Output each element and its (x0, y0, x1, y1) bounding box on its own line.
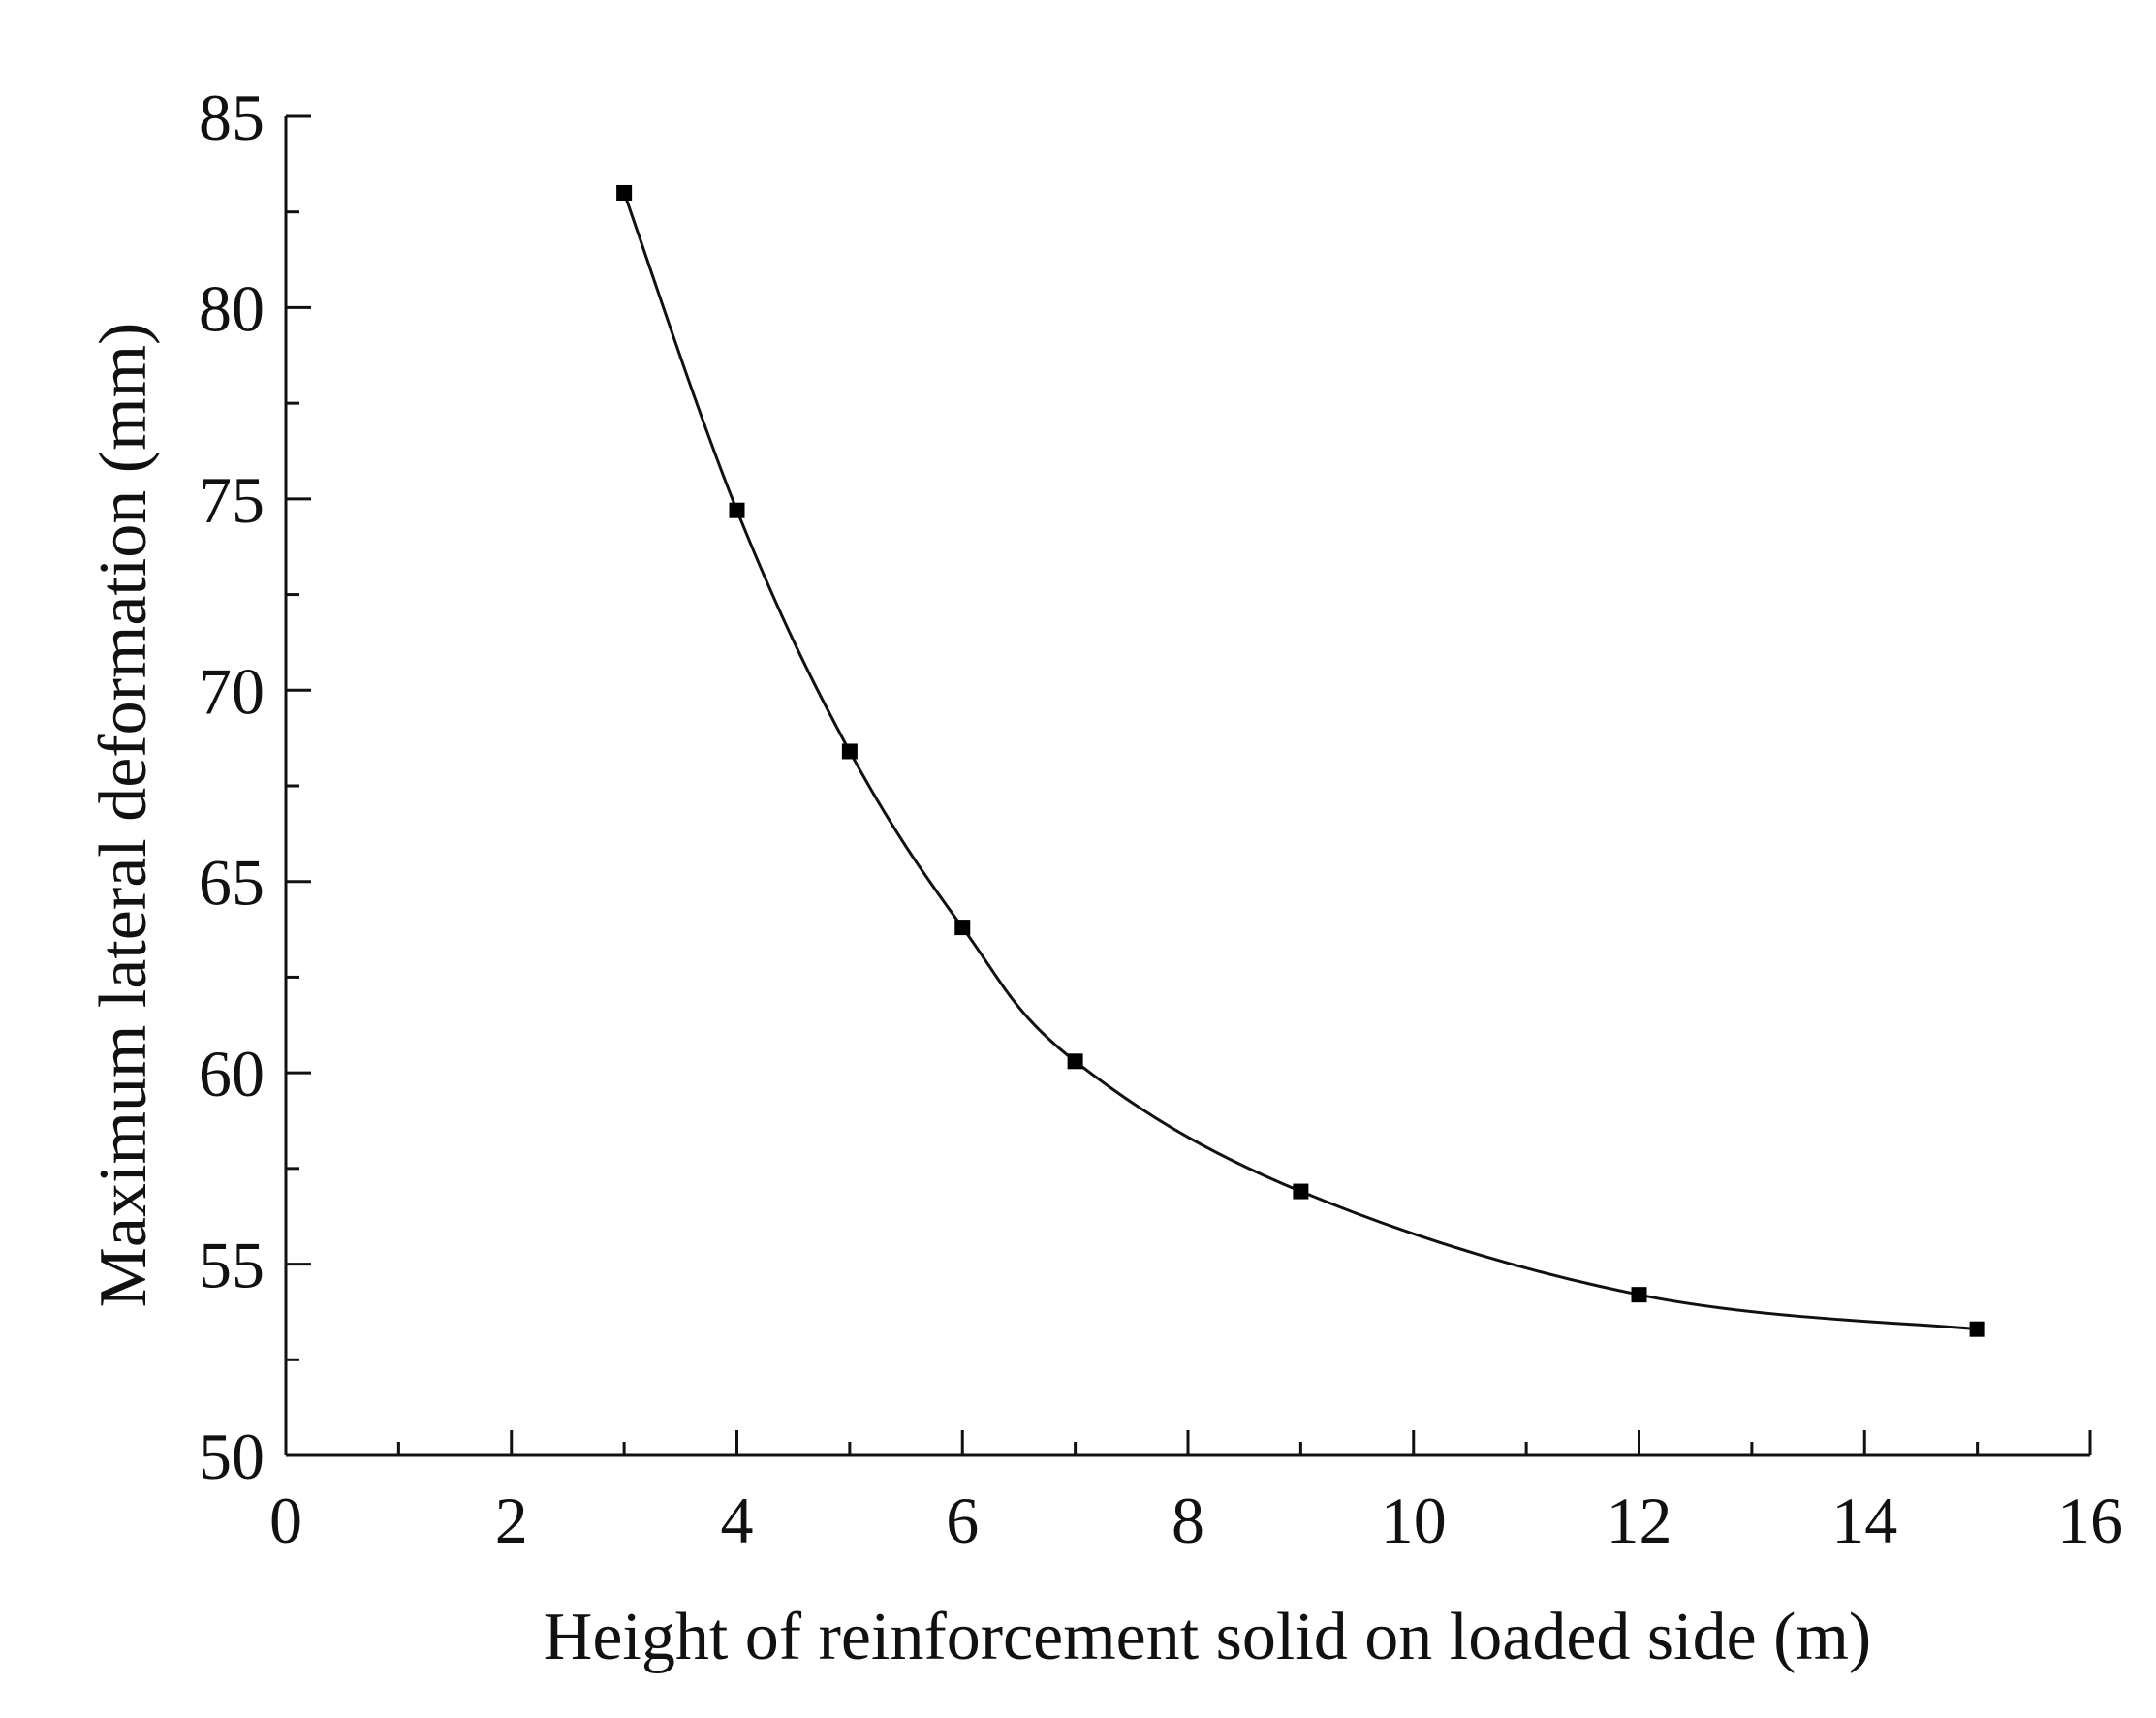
data-point-marker (1631, 1287, 1647, 1303)
axis-ticks (284, 114, 2092, 1457)
data-point-marker (729, 502, 745, 518)
x-tick-label: 8 (1172, 1484, 1204, 1557)
y-tick-label: 85 (199, 80, 265, 154)
x-tick-label: 12 (1607, 1484, 1672, 1557)
data-point-marker (1067, 1053, 1083, 1070)
y-tick-label: 80 (199, 271, 265, 345)
axis-titles: Height of reinforcement solid on loaded … (86, 323, 1871, 1674)
data-point-marker (616, 184, 633, 201)
x-tick-label: 4 (721, 1484, 754, 1557)
y-tick-label: 60 (199, 1037, 265, 1110)
x-tick-label: 0 (269, 1484, 302, 1557)
y-tick-label: 75 (199, 463, 265, 537)
x-tick-label: 14 (1831, 1484, 1897, 1557)
axes (284, 116, 2090, 1457)
x-tick-label: 10 (1381, 1484, 1447, 1557)
y-tick-label: 70 (199, 654, 265, 728)
y-axis-title: Maximum lateral deformation (mm) (86, 323, 161, 1308)
data-point-marker (954, 920, 971, 936)
tick-labels: 0 2 4 6 8 10 12 14 16 50 55 60 65 70 75 80 85 (199, 80, 2123, 1557)
y-tick-label: 50 (199, 1420, 265, 1493)
series-line (622, 192, 1978, 1331)
data-point-marker (841, 743, 858, 760)
y-tick-label: 55 (199, 1229, 265, 1302)
x-axis-title: Height of reinforcement solid on loaded … (544, 1600, 1871, 1674)
data-point-marker (1969, 1321, 1985, 1337)
x-tick-label: 16 (2057, 1484, 2123, 1557)
data-point-marker (1293, 1183, 1309, 1200)
x-tick-label: 2 (495, 1484, 528, 1557)
x-tick-label: 6 (946, 1484, 979, 1557)
data-series (616, 184, 1985, 1337)
y-tick-label: 65 (199, 846, 265, 920)
